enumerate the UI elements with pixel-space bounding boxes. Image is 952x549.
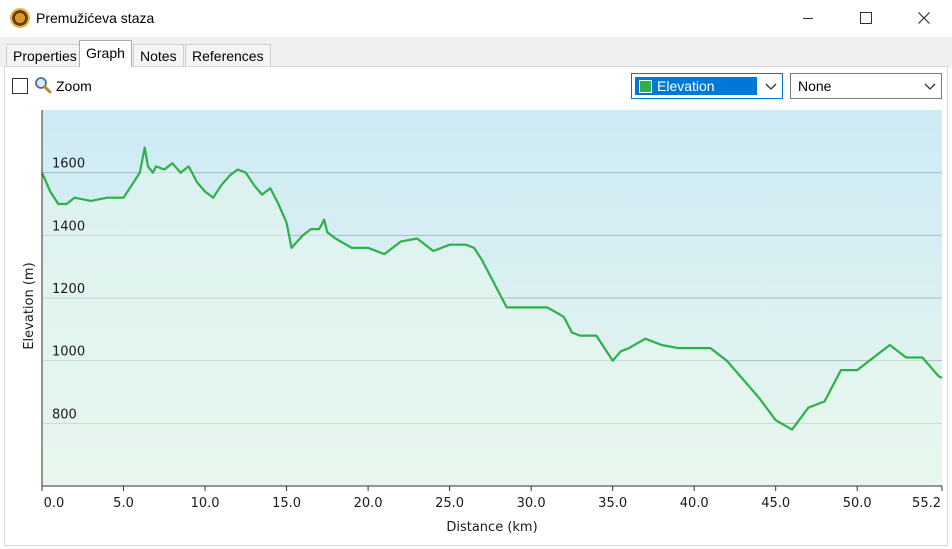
elevation-chart: 800 1000 1200 1400 1600 0.0 5.0 10.0 15.0 20.0 25…: [22, 110, 943, 535]
maximize-icon: [860, 12, 872, 24]
secondary-series-select-value: None: [798, 78, 832, 94]
close-icon: [918, 12, 930, 24]
y-tick-label: 1000: [52, 345, 85, 360]
tab-references[interactable]: References: [185, 44, 271, 66]
chevron-down-icon: [765, 83, 777, 90]
series-select[interactable]: Elevation: [631, 73, 783, 99]
x-tick-label: 55.2: [912, 496, 941, 511]
tab-properties[interactable]: Properties: [6, 44, 84, 66]
series-select-label: Elevation: [657, 78, 715, 94]
window-title: Premužićeva staza: [36, 10, 155, 26]
minimize-icon: [803, 18, 813, 19]
x-tick-label: 20.0: [354, 496, 383, 511]
x-tick-label: 40.0: [680, 496, 709, 511]
y-tick-label: 800: [52, 407, 77, 422]
minimize-button[interactable]: [782, 0, 834, 36]
y-tick-label: 1600: [52, 157, 85, 172]
app-icon: [10, 8, 30, 28]
x-tick-label: 10.0: [191, 496, 220, 511]
x-axis-label: Distance (km): [446, 520, 537, 535]
secondary-series-select[interactable]: None: [790, 73, 942, 99]
x-tick-label: 50.0: [843, 496, 872, 511]
tab-notes[interactable]: Notes: [133, 44, 184, 66]
tab-graph[interactable]: Graph: [79, 40, 132, 67]
y-axis-label: Elevation (m): [22, 262, 37, 349]
x-tick-label: 5.0: [113, 496, 134, 511]
tab-strip: Properties Graph Notes References: [0, 37, 952, 67]
elevation-line: [40, 146, 943, 431]
x-tick-label: 0.0: [44, 496, 65, 511]
magnifier-icon: [35, 77, 52, 94]
x-tick-label: 45.0: [761, 496, 790, 511]
x-tick-label: 15.0: [272, 496, 301, 511]
maximize-button[interactable]: [840, 0, 892, 36]
chevron-down-icon: [924, 83, 936, 90]
zoom-label: Zoom: [56, 78, 92, 94]
y-tick-label: 1200: [52, 282, 85, 297]
title-bar: Premužićeva staza: [0, 0, 952, 36]
x-tick-label: 35.0: [598, 496, 627, 511]
elevation-color-swatch: [639, 80, 652, 93]
close-button[interactable]: [898, 0, 950, 36]
x-tick-label: 30.0: [517, 496, 546, 511]
elevation-area: [42, 147, 942, 486]
zoom-checkbox[interactable]: [12, 78, 28, 94]
y-tick-label: 1400: [52, 219, 85, 234]
series-select-value: Elevation: [635, 77, 757, 95]
x-tick-label: 25.0: [435, 496, 464, 511]
